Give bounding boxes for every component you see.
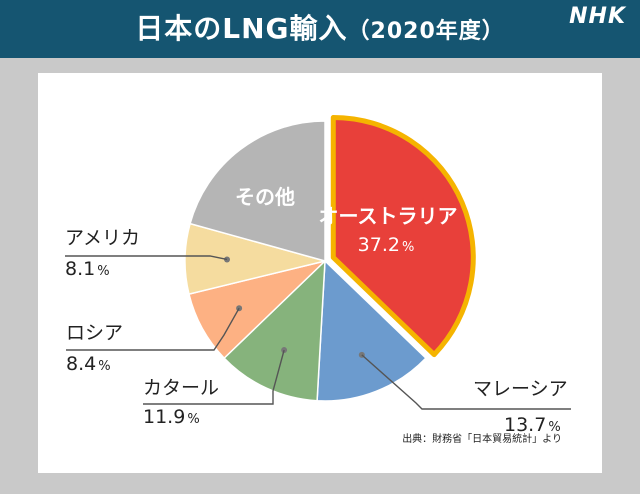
leader-line-1 — [361, 354, 571, 410]
slice-label-0: オーストラリア — [319, 204, 458, 228]
chart-title-year: （2020年度） — [347, 19, 505, 44]
nhk-logo: NHK — [569, 4, 626, 29]
slice-value-2: 11.9% — [143, 406, 200, 428]
leader-line-3 — [66, 307, 240, 351]
leader-dot-4 — [224, 256, 231, 263]
slice-label-5: その他 — [235, 185, 295, 209]
slice-value-1: 13.7% — [504, 414, 561, 436]
pie-chart: オーストラリア 37.2 % マレーシア 13.7 % カタール 11.9 % ロシア 8.4 % アメ… — [65, 114, 571, 436]
chart-title: 日本のLNG輸入（2020年度） — [0, 0, 640, 58]
slice-value-0: 37.2% — [358, 234, 415, 256]
leader-line-4 — [65, 255, 228, 261]
pie-slice-5 — [189, 120, 326, 262]
pie-slice-1 — [316, 259, 427, 402]
slice-label-4: アメリカ — [65, 227, 140, 249]
title-banner — [0, 0, 640, 58]
slice-label-2: カタール — [143, 377, 219, 399]
leader-line-2 — [143, 349, 285, 405]
slice-value-4: 8.1% — [65, 258, 110, 280]
pie-slice-2 — [223, 259, 326, 402]
slice-label-1: マレーシア — [473, 378, 568, 400]
pie-slice-0-highlight — [330, 114, 476, 358]
slice-label-3: ロシア — [66, 322, 123, 344]
slice-value-3: 8.4% — [66, 353, 111, 375]
leader-dot-2 — [281, 347, 288, 354]
source-note: 出典：財務省「日本貿易統計」より — [402, 434, 562, 445]
chart-title-main: 日本のLNG輸入 — [135, 12, 348, 45]
chart-card: オーストラリア 37.2% マレーシア 13.7% カタール 11.9% ロシア 8.4% アメ… — [38, 73, 602, 473]
